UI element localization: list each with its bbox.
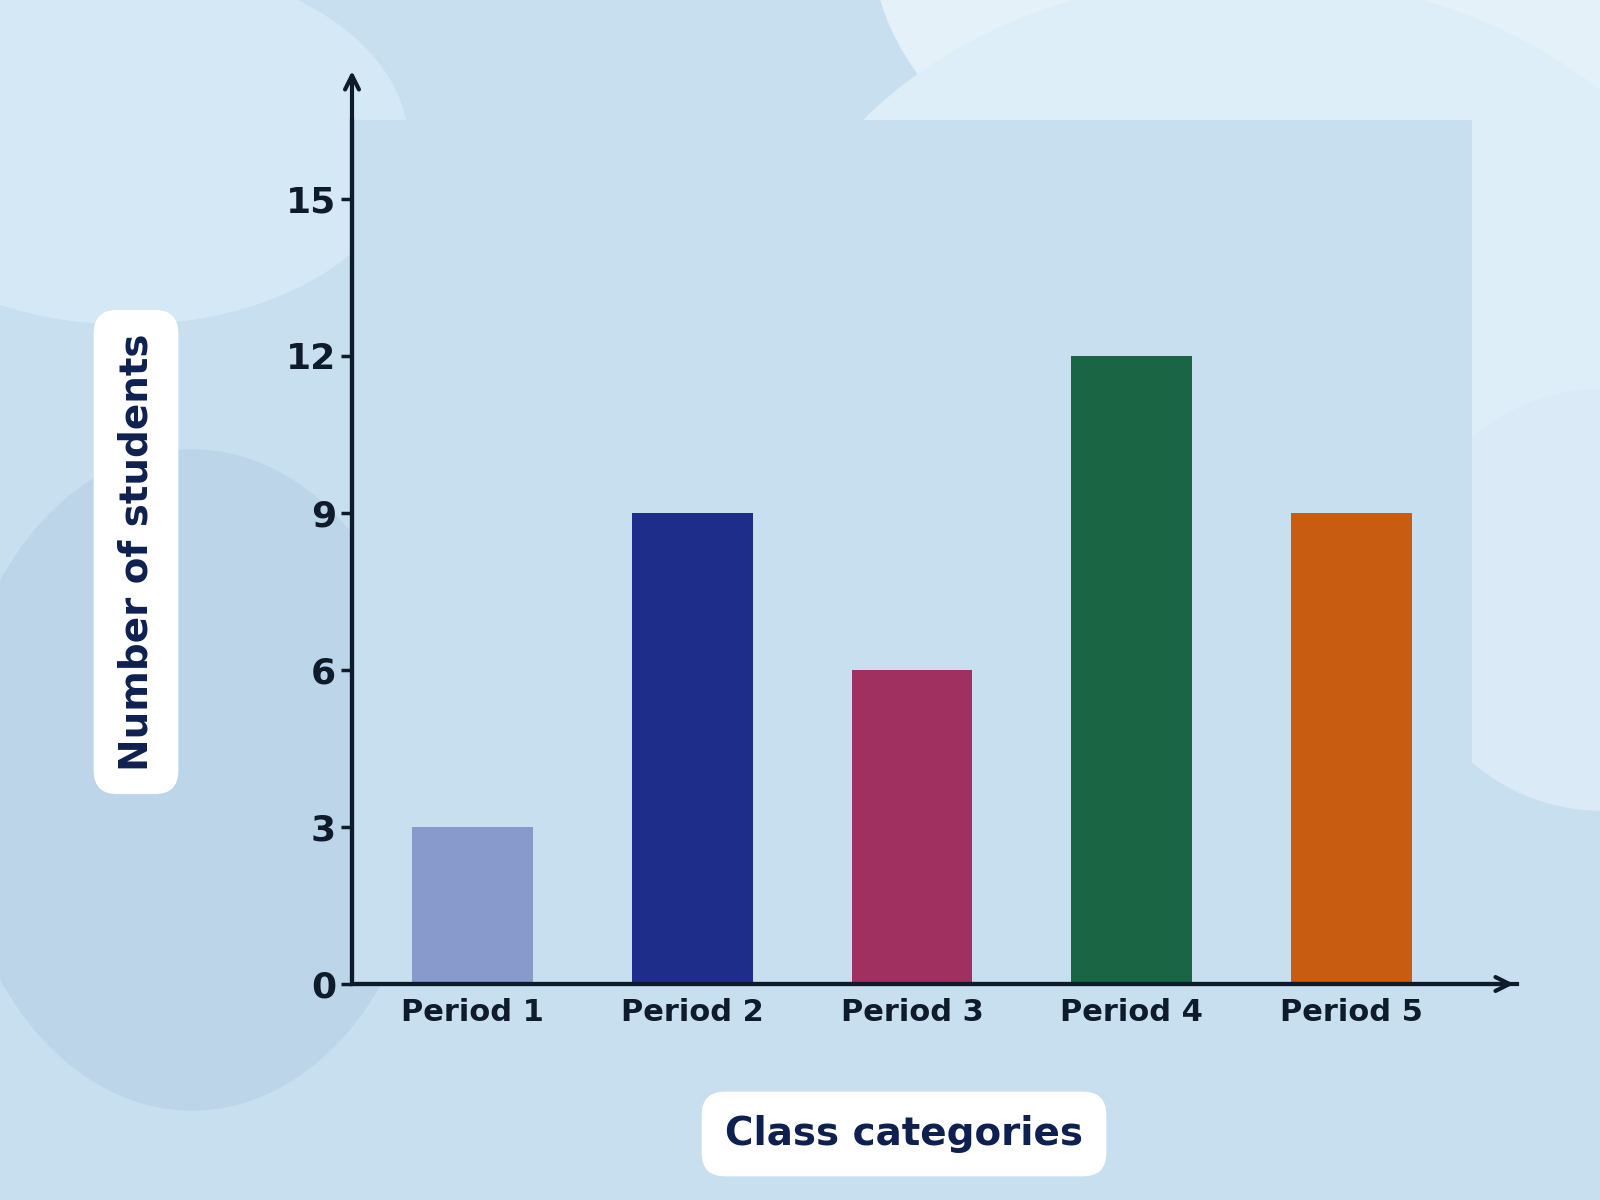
Bar xyxy=(1072,355,1192,984)
Bar xyxy=(851,670,973,984)
Text: Class categories: Class categories xyxy=(725,1115,1083,1153)
Bar xyxy=(1291,512,1411,984)
Bar xyxy=(632,512,752,984)
Text: Number of students: Number of students xyxy=(117,334,155,770)
Bar xyxy=(413,827,533,984)
